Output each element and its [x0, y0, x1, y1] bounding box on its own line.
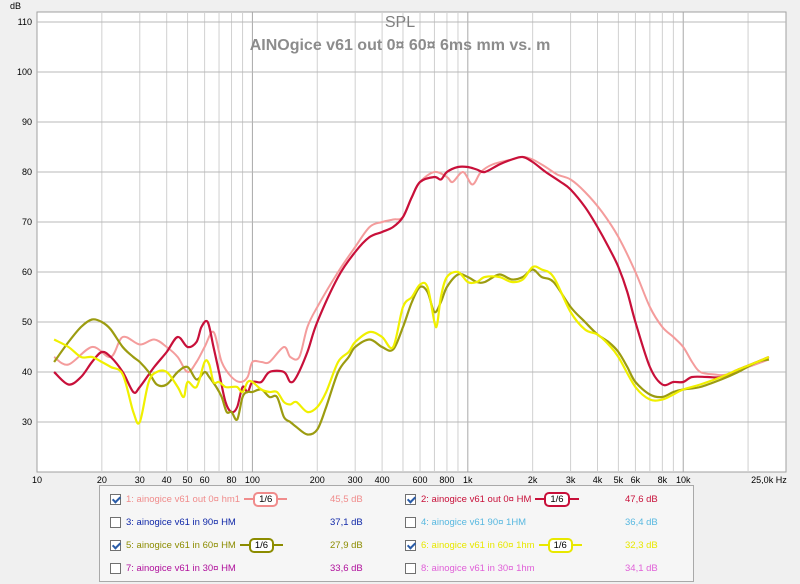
x-tick-label: 2k: [528, 475, 538, 484]
legend-line-swatch: [278, 498, 288, 500]
legend-value: 36,4 dB: [625, 517, 658, 528]
legend-value: 32,3 dB: [625, 540, 658, 551]
legend-line-swatch: [569, 498, 579, 500]
legend-line-swatch: [274, 544, 284, 546]
smoothing-button[interactable]: 1/6: [535, 491, 579, 507]
legend-item: 5: ainogice v61 in 60¤ HM 1/6: [110, 536, 284, 554]
legend-item: 2: ainogice v61 out 0¤ HM 1/6: [405, 490, 579, 508]
y-tick-label: 80: [22, 167, 32, 177]
x-tick-label: 6k: [631, 475, 641, 484]
x-tick-label: 200: [310, 475, 325, 484]
legend-label: 7: ainogice v61 in 30¤ HM: [126, 562, 236, 574]
smoothing-label: 1/6: [544, 491, 570, 507]
legend-item: 4: ainogice v61 90¤ 1HM: [405, 513, 526, 531]
legend-checkbox[interactable]: [405, 493, 416, 505]
legend-label: 5: ainogice v61 in 60¤ HM: [126, 539, 236, 551]
x-tick-label: 50: [183, 475, 193, 484]
x-tick-label: 300: [348, 475, 363, 484]
legend-checkbox[interactable]: [110, 516, 121, 528]
legend-checkbox[interactable]: [405, 562, 416, 574]
legend-checkbox[interactable]: [110, 493, 121, 505]
series-line-3: [53, 268, 770, 436]
legend-label: 8: ainogice v61 in 30¤ 1hm: [421, 562, 535, 574]
y-tick-label: 110: [18, 17, 32, 27]
y-tick-label: 40: [22, 367, 32, 377]
plot-area: [36, 11, 787, 473]
legend-line-swatch: [244, 498, 254, 500]
legend-line-swatch: [572, 544, 582, 546]
x-tick-label: 40: [162, 475, 172, 484]
series-line-1: [53, 156, 770, 383]
y-tick-label: 90: [22, 117, 32, 127]
legend-label: 1: ainogice v61 out 0¤ hm1: [126, 493, 241, 505]
legend-label: 4: ainogice v61 90¤ 1HM: [421, 516, 527, 528]
y-tick-label: 60: [22, 267, 32, 277]
legend-checkbox[interactable]: [405, 539, 416, 551]
legend-item: 8: ainogice v61 in 30¤ 1hm: [405, 559, 535, 577]
legend-value: 37,1 dB: [330, 517, 363, 528]
legend-item: 3: ainogice v61 in 90¤ HM: [110, 513, 236, 531]
x-tick-label: 400: [375, 475, 390, 484]
smoothing-button[interactable]: 1/6: [244, 491, 288, 507]
legend-checkbox[interactable]: [405, 516, 416, 528]
legend-value: 33,6 dB: [330, 563, 363, 574]
legend-value: 27,9 dB: [330, 540, 363, 551]
chart-subtitle: AINOgice v61 out 0¤ 60¤ 6ms mm vs. m: [250, 37, 551, 54]
x-tick-label: 30: [135, 475, 145, 484]
legend-line-swatch: [535, 498, 545, 500]
smoothing-button[interactable]: 1/6: [538, 537, 582, 553]
legend-value: 45,5 dB: [330, 494, 363, 505]
legend-item: 7: ainogice v61 in 30¤ HM: [110, 559, 236, 577]
legend-item: 1: ainogice v61 out 0¤ hm1 1/6: [110, 490, 288, 508]
x-tick-label: 1k: [463, 475, 473, 484]
x-tick-label: 4k: [593, 475, 603, 484]
series-line-4: [53, 265, 770, 425]
y-tick-label: 100: [17, 67, 32, 77]
smoothing-label: 1/6: [253, 491, 279, 507]
legend-value: 34,1 dB: [625, 563, 658, 574]
smoothing-button[interactable]: 1/6: [239, 537, 284, 553]
x-tick-label: 3k: [566, 475, 576, 484]
x-tick-label: 100: [245, 475, 260, 484]
legend-checkbox[interactable]: [110, 562, 121, 574]
spl-chart: 110 100 90 80 70 60 50 40 30 10 20 30 40 50 60 80 100 20…: [10, 1, 787, 484]
y-tick-label: 30: [22, 417, 32, 427]
grid-lines: [37, 12, 786, 472]
legend-value: 47,6 dB: [625, 494, 658, 505]
smoothing-label: 1/6: [248, 537, 275, 553]
legend-item: 6: ainogice v61 in 60¤ 1hm 1/6: [405, 536, 582, 554]
y-axis-label: dB: [10, 1, 21, 11]
y-tick-label: 70: [22, 217, 32, 227]
x-tick-label: 25,0k Hz: [751, 475, 787, 484]
chart-title: SPL: [385, 14, 415, 31]
legend-panel: 1: ainogice v61 out 0¤ hm1 1/6 45,5 dB 2: a…: [99, 485, 694, 582]
legend-line-swatch: [239, 544, 249, 546]
x-tick-label: 80: [227, 475, 237, 484]
x-tick-label: 5k: [614, 475, 624, 484]
x-tick-label: 10k: [676, 475, 691, 484]
series-lines: [53, 155, 770, 436]
x-tick-label: 800: [439, 475, 454, 484]
legend-label: 3: ainogice v61 in 90¤ HM: [126, 516, 236, 528]
x-tick-label: 20: [97, 475, 107, 484]
y-axis-ticks: 110 100 90 80 70 60 50 40 30: [17, 17, 32, 427]
legend-checkbox[interactable]: [110, 539, 121, 551]
y-tick-label: 50: [22, 317, 32, 327]
smoothing-label: 1/6: [547, 537, 573, 553]
x-tick-label: 600: [413, 475, 428, 484]
x-tick-label: 60: [200, 475, 210, 484]
legend-label: 6: ainogice v61 in 60¤ 1hm: [421, 539, 535, 551]
x-tick-label: 8k: [658, 475, 668, 484]
x-axis-ticks: 10 20 30 40 50 60 80 100 200 300 400 600 800 1k 2k 3k 4k…: [32, 475, 787, 484]
series-line-2: [53, 155, 770, 414]
legend-line-swatch: [538, 544, 548, 546]
legend-label: 2: ainogice v61 out 0¤ HM: [421, 493, 532, 505]
x-tick-label: 10: [32, 475, 42, 484]
